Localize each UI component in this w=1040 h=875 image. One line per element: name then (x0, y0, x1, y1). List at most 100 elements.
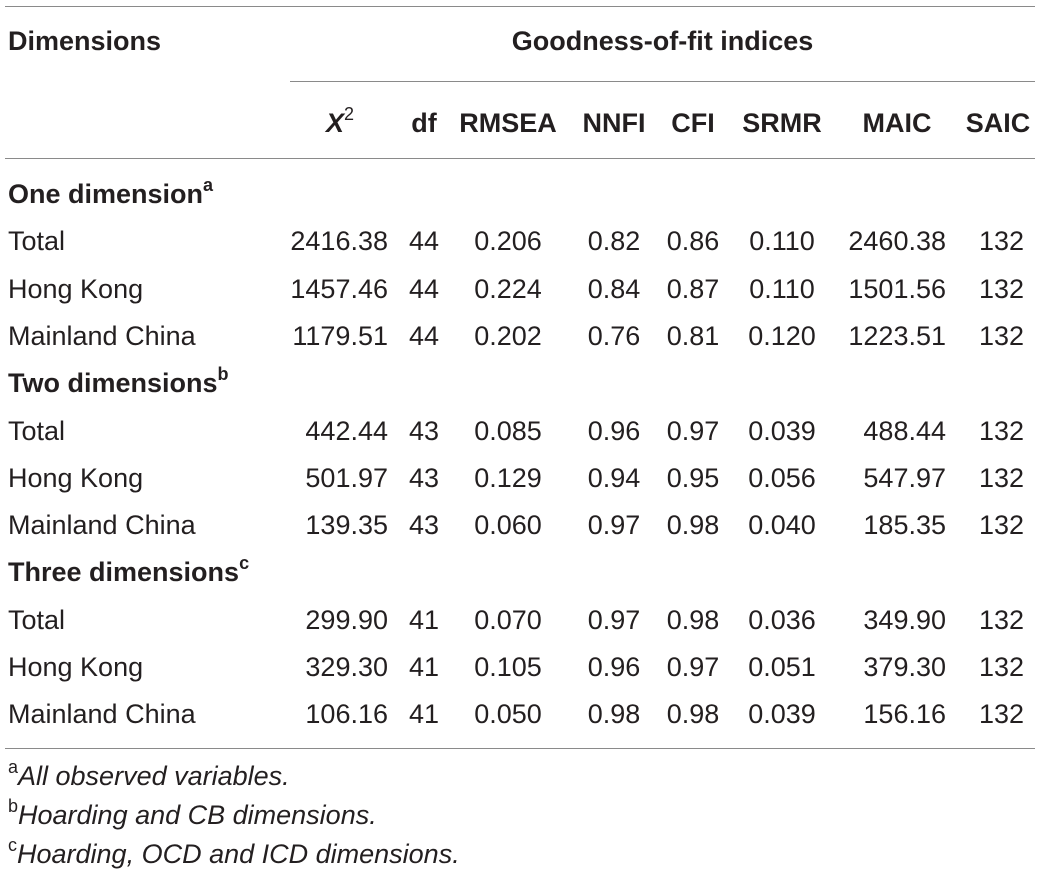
footnote-mark: a (8, 757, 19, 777)
cell-rmsea: 0.085 (474, 416, 542, 446)
cell-rmsea: 0.202 (474, 321, 542, 351)
cell-saic: 132 (978, 416, 1024, 446)
cell-chi: 1179.51 (292, 321, 388, 351)
cell-cfi: 0.98 (666, 605, 720, 635)
row-label: Mainland China (8, 699, 196, 729)
cell-saic: 132 (978, 510, 1024, 540)
cell-maic: 349.90 (863, 605, 946, 635)
cell-srmr: 0.110 (749, 274, 815, 304)
footnote: aAll observed variables. (8, 757, 290, 792)
cell-cfi: 0.98 (666, 510, 720, 540)
cell-df: 44 (408, 274, 440, 304)
section-title: Three dimensionsc (8, 553, 250, 588)
row-label: Total (8, 226, 66, 256)
col-header-rmsea: RMSEA (459, 108, 557, 138)
cell-srmr: 0.036 (748, 605, 816, 635)
chi-square-exponent: 2 (343, 104, 354, 124)
section-footnote-mark: c (239, 553, 250, 573)
cell-nnfi: 0.76 (587, 321, 641, 351)
footnote-text: Hoarding and CB dimensions. (18, 800, 377, 830)
cell-cfi: 0.86 (666, 226, 720, 256)
cell-srmr: 0.110 (749, 226, 815, 256)
cell-saic: 132 (978, 652, 1024, 682)
col-header-cfi: CFI (671, 108, 715, 138)
section-title: Two dimensionsb (8, 364, 229, 399)
cell-rmsea: 0.224 (474, 274, 542, 304)
cell-nnfi: 0.94 (587, 463, 641, 493)
top-rule (5, 6, 1035, 7)
cell-df: 43 (408, 416, 440, 446)
header-bottom-rule (5, 158, 1035, 159)
cell-saic: 132 (978, 274, 1024, 304)
cell-df: 44 (408, 321, 440, 351)
cell-srmr: 0.039 (748, 699, 816, 729)
cell-df: 43 (408, 463, 440, 493)
cell-saic: 132 (978, 463, 1024, 493)
cell-cfi: 0.87 (666, 274, 720, 304)
cell-maic: 2460.38 (848, 226, 946, 256)
cell-srmr: 0.040 (748, 510, 816, 540)
cell-maic: 547.97 (863, 463, 946, 493)
cell-df: 44 (408, 226, 440, 256)
cell-rmsea: 0.206 (474, 226, 542, 256)
cell-srmr: 0.056 (748, 463, 816, 493)
cell-df: 41 (408, 652, 440, 682)
footnote-mark: c (8, 835, 17, 855)
row-label: Total (8, 416, 66, 446)
col-header-chi-square: X2 (290, 104, 354, 139)
footnote-mark: b (8, 796, 19, 816)
section-footnote-mark: a (203, 175, 214, 195)
cell-chi: 329.30 (305, 652, 388, 682)
chi-square-symbol: X (325, 108, 344, 138)
col-header-saic: SAIC (965, 108, 1031, 138)
cell-rmsea: 0.129 (474, 463, 542, 493)
cell-chi: 2416.38 (290, 226, 388, 256)
cell-chi: 1457.46 (290, 274, 388, 304)
cell-chi: 501.97 (305, 463, 388, 493)
col-header-nnfi: NNFI (582, 108, 646, 138)
row-label: Total (8, 605, 66, 635)
row-label: Hong Kong (8, 463, 144, 493)
cell-nnfi: 0.82 (587, 226, 641, 256)
section-footnote-mark: b (217, 364, 229, 384)
row-label: Mainland China (8, 510, 196, 540)
footnote-text: Hoarding, OCD and ICD dimensions. (17, 839, 460, 869)
cell-nnfi: 0.96 (587, 416, 641, 446)
col-header-maic: MAIC (862, 108, 932, 138)
cell-maic: 185.35 (863, 510, 946, 540)
row-label: Mainland China (8, 321, 196, 351)
cell-df: 43 (408, 510, 440, 540)
footnote: bHoarding and CB dimensions. (8, 796, 377, 831)
cell-saic: 132 (978, 699, 1024, 729)
cell-cfi: 0.81 (666, 321, 720, 351)
cell-maic: 379.30 (863, 652, 946, 682)
cell-rmsea: 0.060 (474, 510, 542, 540)
cell-srmr: 0.120 (748, 321, 816, 351)
row-label: Hong Kong (8, 274, 144, 304)
cell-nnfi: 0.97 (587, 605, 641, 635)
section-title-text: Three dimensions (8, 557, 240, 587)
table-bottom-rule (5, 748, 1035, 749)
section-title-text: Two dimensions (8, 368, 218, 398)
cell-maic: 488.44 (863, 416, 946, 446)
col-header-df: df (411, 108, 437, 138)
cell-cfi: 0.97 (666, 416, 720, 446)
cell-nnfi: 0.97 (587, 510, 641, 540)
cell-nnfi: 0.98 (587, 699, 641, 729)
cell-saic: 132 (978, 605, 1024, 635)
cell-rmsea: 0.050 (474, 699, 542, 729)
dimensions-header: Dimensions (8, 26, 162, 56)
section-title-text: One dimension (8, 179, 204, 209)
cell-rmsea: 0.070 (474, 605, 542, 635)
cell-saic: 132 (978, 321, 1024, 351)
cell-maic: 156.16 (863, 699, 946, 729)
cell-chi: 139.35 (305, 510, 388, 540)
cell-chi: 299.90 (305, 605, 388, 635)
cell-nnfi: 0.96 (587, 652, 641, 682)
cell-cfi: 0.95 (666, 463, 720, 493)
cell-nnfi: 0.84 (587, 274, 641, 304)
cell-chi: 106.16 (305, 699, 388, 729)
cell-df: 41 (408, 699, 440, 729)
cell-maic: 1501.56 (848, 274, 946, 304)
cell-cfi: 0.98 (666, 699, 720, 729)
